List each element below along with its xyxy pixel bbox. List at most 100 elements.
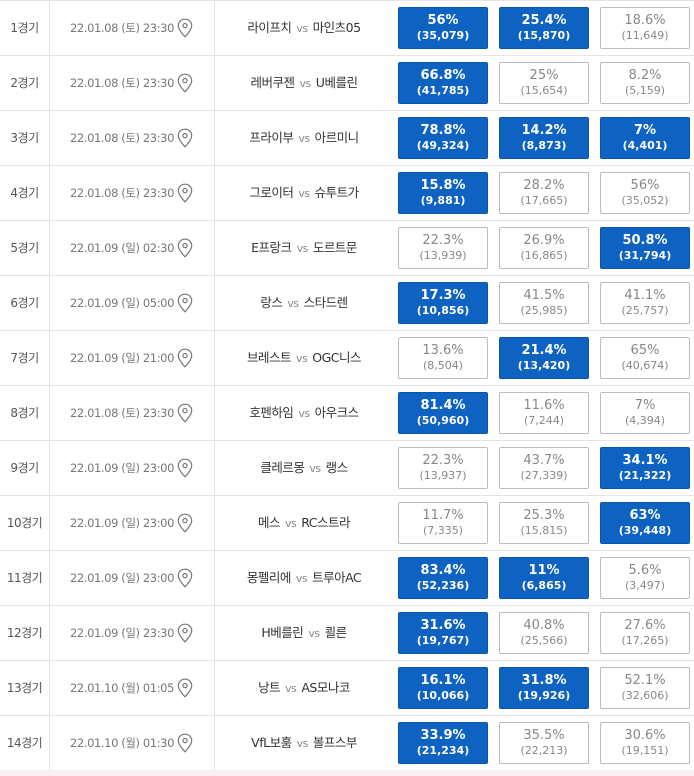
- draw-odds-button[interactable]: 26.9% (16,865): [499, 227, 589, 269]
- home-team: H베를린: [261, 625, 304, 640]
- map-pin-icon[interactable]: [176, 568, 194, 588]
- home-team: VfL보훔: [251, 735, 292, 750]
- away-win-odds-button[interactable]: 30.6% (19,151): [600, 722, 690, 764]
- draw-odds-button[interactable]: 25.3% (15,815): [499, 502, 589, 544]
- home-win-odds-button[interactable]: 22.3% (13,939): [398, 227, 488, 269]
- home-win-odds-button[interactable]: 83.4% (52,236): [398, 557, 488, 599]
- away-team: U베를린: [315, 75, 358, 90]
- home-win-odds-button[interactable]: 56% (35,079): [398, 7, 488, 49]
- odds-count: (5,159): [624, 84, 666, 97]
- odds-count: (40,674): [621, 359, 669, 372]
- odds-count: (41,785): [416, 84, 470, 97]
- map-pin-icon[interactable]: [176, 403, 194, 423]
- draw-odds-button[interactable]: 40.8% (25,566): [499, 612, 589, 654]
- map-pin-icon[interactable]: [176, 238, 194, 258]
- draw-odds-button[interactable]: 31.8% (19,926): [499, 667, 589, 709]
- vs-label: vs: [298, 187, 310, 200]
- map-pin-icon[interactable]: [176, 293, 194, 313]
- odds-count: (16,865): [520, 249, 568, 262]
- odds-count: (19,926): [517, 689, 571, 702]
- home-win-odds-button[interactable]: 33.9% (21,234): [398, 722, 488, 764]
- map-pin-icon[interactable]: [176, 513, 194, 533]
- away-win-odds-button[interactable]: 7% (4,394): [600, 392, 690, 434]
- draw-odds-button[interactable]: 11% (6,865): [499, 557, 589, 599]
- odds-count: (27,339): [520, 469, 568, 482]
- home-win-odds-button[interactable]: 31.6% (19,767): [398, 612, 488, 654]
- away-win-odds-button[interactable]: 5.6% (3,497): [600, 557, 690, 599]
- odds-count: (50,960): [416, 414, 470, 427]
- vs-label: vs: [284, 517, 297, 530]
- away-win-odds-button[interactable]: 52.1% (32,606): [600, 667, 690, 709]
- draw-odds-button[interactable]: 35.5% (22,213): [499, 722, 589, 764]
- home-team: E프랑크: [251, 240, 292, 255]
- odds-percent: 16.1%: [420, 673, 466, 688]
- match-row: 13경기 22.01.10 (월) 01:05 낭트 vs AS모나코 16.1% (10,…: [0, 661, 694, 716]
- odds-percent: 17.3%: [420, 288, 466, 303]
- draw-odds-button[interactable]: 11.6% (7,244): [499, 392, 589, 434]
- odds-count: (15,815): [520, 524, 568, 537]
- map-pin-icon[interactable]: [176, 623, 194, 643]
- match-datetime: 22.01.08 (토) 23:30: [70, 76, 175, 90]
- game-number: 6경기: [10, 296, 39, 310]
- vs-label: vs: [287, 297, 299, 310]
- home-win-odds-button[interactable]: 66.8% (41,785): [398, 62, 488, 104]
- away-win-odds-button[interactable]: 65% (40,674): [600, 337, 690, 379]
- away-win-odds-button[interactable]: 27.6% (17,265): [600, 612, 690, 654]
- draw-odds-button[interactable]: 43.7% (27,339): [499, 447, 589, 489]
- match-teams: E프랑크 vs 도르트문: [214, 221, 394, 275]
- map-pin-icon[interactable]: [176, 733, 194, 753]
- odds-count: (25,985): [520, 304, 568, 317]
- away-win-odds-button[interactable]: 18.6% (11,649): [600, 7, 690, 49]
- odds-percent: 40.8%: [523, 618, 565, 633]
- away-win-odds-button[interactable]: 50.8% (31,794): [600, 227, 690, 269]
- away-team: 트루아AC: [312, 570, 362, 585]
- odds-count: (13,939): [419, 249, 467, 262]
- map-pin-icon[interactable]: [176, 128, 194, 148]
- map-pin-icon[interactable]: [176, 678, 194, 698]
- draw-odds-button[interactable]: 41.5% (25,985): [499, 282, 589, 324]
- away-win-odds-button[interactable]: 56% (35,052): [600, 172, 690, 214]
- odds-percent: 31.6%: [420, 618, 466, 633]
- draw-odds-button[interactable]: 25.4% (15,870): [499, 7, 589, 49]
- home-win-odds-button[interactable]: 17.3% (10,856): [398, 282, 488, 324]
- home-team: 클레르몽: [260, 460, 305, 475]
- away-win-odds-button[interactable]: 8.2% (5,159): [600, 62, 690, 104]
- game-number: 7경기: [10, 351, 39, 365]
- away-team: 쾰른: [324, 625, 348, 640]
- home-win-odds-button[interactable]: 13.6% (8,504): [398, 337, 488, 379]
- draw-odds-button[interactable]: 14.2% (8,873): [499, 117, 589, 159]
- away-win-odds-button[interactable]: 41.1% (25,757): [600, 282, 690, 324]
- away-team: 스타드렌: [303, 295, 349, 310]
- home-win-odds-button[interactable]: 81.4% (50,960): [398, 392, 488, 434]
- game-number: 5경기: [10, 241, 39, 255]
- odds-percent: 66.8%: [420, 68, 466, 83]
- map-pin-icon[interactable]: [176, 18, 194, 38]
- match-datetime: 22.01.09 (일) 23:00: [70, 516, 175, 530]
- map-pin-icon[interactable]: [176, 458, 194, 478]
- away-team: RC스트라: [301, 515, 351, 530]
- match-teams: 클레르몽 vs 랭스: [214, 441, 394, 495]
- draw-odds-button[interactable]: 28.2% (17,665): [499, 172, 589, 214]
- home-win-odds-button[interactable]: 16.1% (10,066): [398, 667, 488, 709]
- odds-percent: 41.1%: [624, 288, 666, 303]
- match-datetime: 22.01.10 (월) 01:05: [70, 681, 175, 695]
- game-number: 11경기: [6, 571, 43, 585]
- odds-percent: 35.5%: [523, 728, 565, 743]
- home-win-odds-button[interactable]: 11.7% (7,335): [398, 502, 488, 544]
- draw-odds-button[interactable]: 21.4% (13,420): [499, 337, 589, 379]
- home-win-odds-button[interactable]: 78.8% (49,324): [398, 117, 488, 159]
- game-number: 3경기: [10, 131, 39, 145]
- match-datetime: 22.01.08 (토) 23:30: [70, 131, 175, 145]
- home-win-odds-button[interactable]: 22.3% (13,937): [398, 447, 488, 489]
- map-pin-icon[interactable]: [176, 73, 194, 93]
- odds-percent: 13.6%: [422, 343, 464, 358]
- home-win-odds-button[interactable]: 15.8% (9,881): [398, 172, 488, 214]
- odds-percent: 31.8%: [521, 673, 567, 688]
- away-win-odds-button[interactable]: 7% (4,401): [600, 117, 690, 159]
- away-win-odds-button[interactable]: 34.1% (21,322): [600, 447, 690, 489]
- away-win-odds-button[interactable]: 63% (39,448): [600, 502, 690, 544]
- map-pin-icon[interactable]: [176, 183, 194, 203]
- draw-odds-button[interactable]: 25% (15,654): [499, 62, 589, 104]
- odds-count: (21,322): [618, 469, 672, 482]
- map-pin-icon[interactable]: [176, 348, 194, 368]
